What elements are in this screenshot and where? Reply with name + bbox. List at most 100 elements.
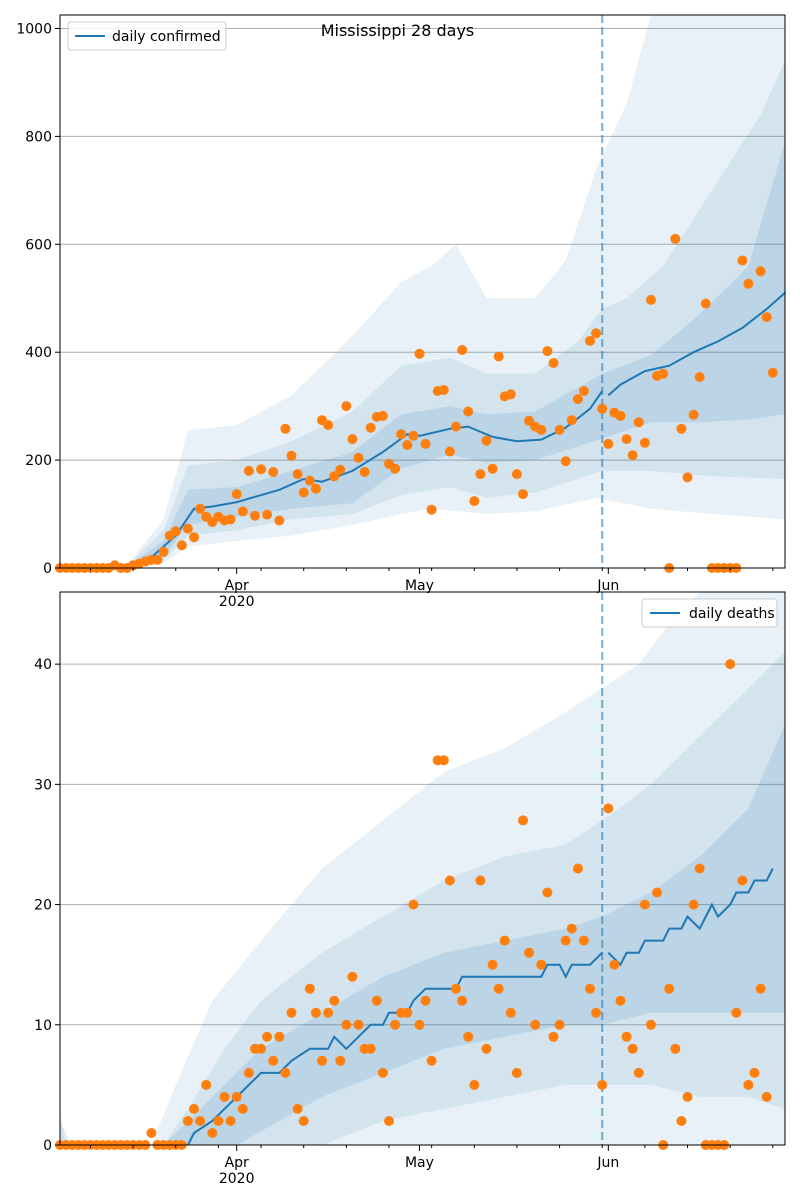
data-point <box>329 995 340 1006</box>
data-point <box>201 1079 212 1090</box>
data-point <box>329 471 340 482</box>
data-point <box>560 935 571 946</box>
data-point <box>335 1055 346 1066</box>
data-point <box>737 875 748 886</box>
data-point <box>335 464 346 475</box>
data-point <box>499 935 510 946</box>
data-point <box>566 923 577 934</box>
data-point <box>341 1019 352 1030</box>
data-point <box>682 472 693 483</box>
data-point <box>176 540 187 551</box>
data-point <box>536 959 547 970</box>
data-point <box>542 887 553 898</box>
data-point <box>621 1031 632 1042</box>
legend-box <box>641 598 778 628</box>
y-tick-label: 200 <box>25 453 52 469</box>
data-point <box>225 514 236 525</box>
data-point <box>652 887 663 898</box>
data-point <box>182 1116 193 1126</box>
data-point <box>670 233 681 244</box>
data-point <box>286 1007 297 1018</box>
data-point <box>493 351 504 362</box>
data-point <box>694 372 705 382</box>
data-point <box>426 504 437 515</box>
data-point <box>566 415 577 426</box>
data-point <box>664 983 675 994</box>
data-point <box>237 506 248 517</box>
data-point <box>189 1103 199 1114</box>
plot-area <box>60 592 785 1145</box>
data-point <box>585 335 595 346</box>
data-point <box>524 947 535 958</box>
data-point <box>426 1055 437 1066</box>
data-point <box>444 446 455 457</box>
uncertainty-band <box>60 652 785 1145</box>
data-point <box>158 546 169 557</box>
data-point <box>438 385 449 395</box>
data-point <box>554 1019 565 1030</box>
data-point <box>731 1007 742 1018</box>
forecast-line <box>607 868 774 967</box>
x-tick-year-label: 2020 <box>219 594 255 610</box>
data-point <box>518 815 528 826</box>
data-point <box>615 410 626 421</box>
data-point <box>725 659 736 670</box>
y-tick-label: 600 <box>25 237 52 253</box>
x-tick-label: May <box>405 1155 434 1171</box>
data-point <box>505 389 516 400</box>
data-point <box>451 983 461 994</box>
legend-label: daily deaths <box>689 606 775 622</box>
data-point <box>243 1067 254 1078</box>
data-point <box>256 464 267 475</box>
data-point <box>676 1116 687 1126</box>
data-point <box>475 469 486 480</box>
data-point <box>402 1007 413 1018</box>
data-point <box>274 515 285 526</box>
data-point <box>493 983 504 994</box>
data-point <box>268 1055 279 1066</box>
data-point <box>755 266 766 277</box>
y-tick-label: 30 <box>34 777 52 793</box>
legend-label: daily confirmed <box>112 29 221 45</box>
data-point <box>250 510 260 521</box>
data-point <box>585 983 595 994</box>
data-point <box>292 469 303 480</box>
data-point <box>298 487 309 498</box>
data-point <box>182 523 193 534</box>
data-point <box>676 423 687 434</box>
data-point <box>633 1067 644 1078</box>
data-point <box>743 1079 754 1090</box>
data-point <box>286 450 297 461</box>
data-point <box>390 463 401 474</box>
axes-frame <box>59 591 786 1146</box>
data-point <box>341 401 352 412</box>
axes-frame <box>59 14 786 569</box>
data-point <box>481 435 492 446</box>
uncertainty-band <box>127 15 785 568</box>
y-tick-label: 0 <box>43 1138 52 1154</box>
data-point <box>755 983 766 994</box>
data-point <box>438 755 449 766</box>
data-point <box>597 403 608 414</box>
data-point <box>402 440 413 450</box>
plot-area <box>102 15 785 568</box>
data-point <box>371 995 382 1006</box>
data-point <box>396 429 407 440</box>
data-point <box>390 1019 401 1030</box>
x-tick-label: Jun <box>596 578 619 594</box>
data-point <box>615 995 626 1006</box>
data-point <box>548 1031 559 1042</box>
data-point <box>323 420 334 430</box>
data-point <box>627 450 638 461</box>
data-point <box>207 1128 218 1138</box>
data-point <box>457 345 468 355</box>
data-point <box>213 1116 224 1126</box>
uncertainty-band <box>60 592 785 1145</box>
data-point <box>505 1007 516 1018</box>
data-point <box>536 424 547 435</box>
data-point <box>408 899 419 910</box>
data-point <box>609 959 620 970</box>
data-point <box>298 1116 309 1126</box>
